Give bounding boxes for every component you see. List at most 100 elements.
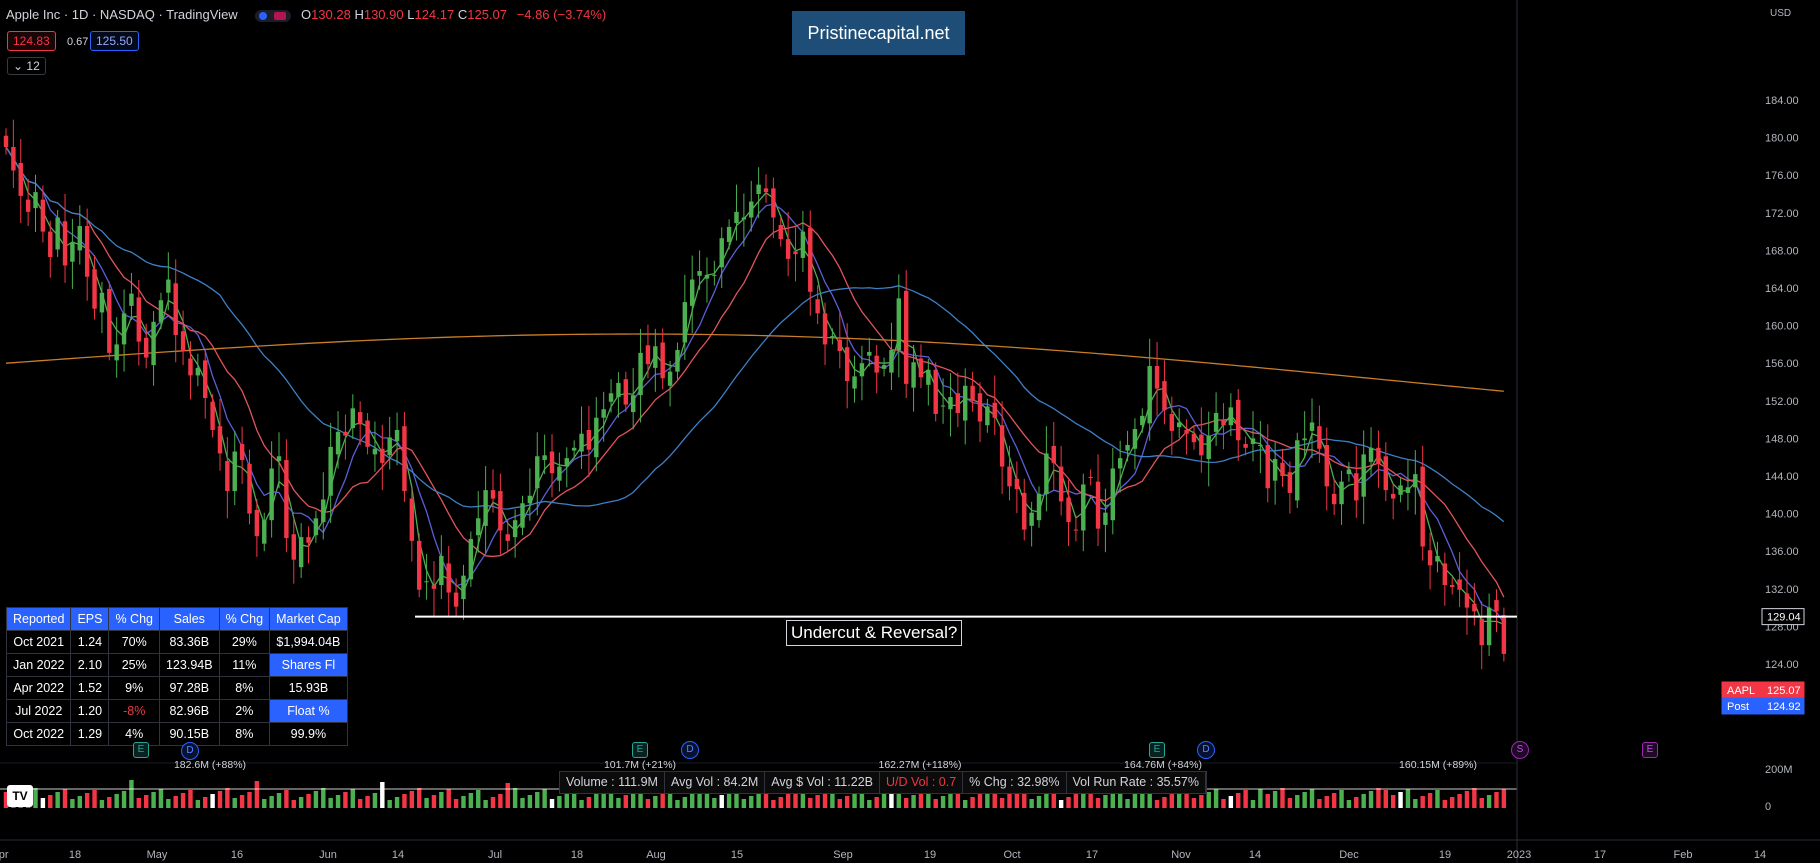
candle bbox=[1147, 338, 1152, 441]
candle-body bbox=[1265, 444, 1270, 489]
candle-body bbox=[210, 401, 215, 430]
volume-bar bbox=[1295, 795, 1300, 808]
open-value: 130.28 bbox=[311, 7, 351, 22]
earnings-icon[interactable]: E bbox=[133, 742, 149, 758]
volume-bar bbox=[180, 793, 186, 808]
candle-body bbox=[158, 300, 164, 322]
candle-body bbox=[1405, 487, 1411, 493]
volume-bar bbox=[1081, 791, 1086, 808]
volume-bar bbox=[298, 797, 304, 808]
symbol-title[interactable]: Apple Inc · 1D · NASDAQ · TradingView bbox=[6, 7, 238, 22]
candle bbox=[520, 495, 525, 536]
earnings-icon[interactable]: E bbox=[1642, 742, 1658, 758]
time-tick-label: Oct bbox=[1003, 849, 1020, 861]
candle bbox=[844, 323, 850, 409]
volume-bar bbox=[1066, 797, 1071, 808]
candle-body bbox=[121, 313, 127, 345]
volume-bar bbox=[394, 797, 400, 808]
mode-toggle-icon[interactable] bbox=[255, 9, 292, 23]
volume-bar bbox=[276, 793, 282, 808]
time-tick-label: 18 bbox=[571, 849, 583, 861]
candle-body bbox=[483, 490, 488, 526]
price-tags: 129.04 AAPL 125.07 Post 124.92 182.6M (+88%) 1… bbox=[174, 608, 1805, 771]
level-price-tag-text: 129.04 bbox=[1767, 612, 1801, 624]
ask-price-button[interactable]: 125.50 bbox=[90, 31, 139, 51]
volume-bar bbox=[623, 795, 629, 808]
candle bbox=[1287, 461, 1293, 514]
currency-label: USD bbox=[1770, 8, 1791, 19]
volume-bar bbox=[446, 789, 451, 808]
volume-bar bbox=[977, 794, 983, 808]
chart-annotation[interactable]: Undercut & Reversal? bbox=[786, 620, 963, 646]
candle-body bbox=[92, 269, 97, 309]
candle bbox=[114, 317, 119, 378]
volume-bar bbox=[476, 790, 481, 808]
candle-body bbox=[1280, 462, 1285, 476]
dividend-icon[interactable]: D bbox=[681, 741, 699, 759]
price-tick-label: 140.00 bbox=[1765, 509, 1799, 521]
volume-bar bbox=[682, 797, 688, 808]
post-price-tag-text: 124.92 bbox=[1767, 701, 1801, 713]
candle-body bbox=[992, 402, 997, 418]
candle-body bbox=[365, 420, 370, 447]
candle-body bbox=[321, 499, 326, 523]
candle-body bbox=[1390, 493, 1396, 499]
candle-body bbox=[1486, 607, 1492, 646]
volume-bar bbox=[284, 790, 289, 808]
volume-bar bbox=[630, 784, 636, 808]
change-value: −4.86 (−3.74%) bbox=[516, 7, 607, 22]
volume-bar bbox=[1354, 797, 1359, 808]
earnings-icon[interactable]: E bbox=[1149, 742, 1165, 758]
volume-bar bbox=[1258, 789, 1263, 808]
candle-body bbox=[372, 448, 378, 455]
dividend-icon[interactable]: D bbox=[181, 742, 199, 760]
candle bbox=[173, 259, 178, 363]
candle bbox=[815, 285, 820, 325]
volume-bar bbox=[1346, 800, 1352, 808]
volume-bar bbox=[1390, 795, 1396, 808]
volume-bar bbox=[1228, 796, 1234, 808]
column-header: Sales bbox=[158, 607, 220, 631]
earnings-icon[interactable]: E bbox=[632, 742, 648, 758]
time-tick-label: 19 bbox=[1439, 849, 1451, 861]
volume-bar bbox=[1464, 791, 1470, 808]
volume-bar bbox=[800, 788, 806, 808]
volume-bar bbox=[918, 792, 924, 808]
time-tick-label: 16 bbox=[231, 849, 243, 861]
price-axis-bg bbox=[1517, 0, 1820, 863]
volume-bar bbox=[844, 796, 850, 808]
dividend-icon[interactable]: D bbox=[1197, 741, 1215, 759]
indicators-toggle-button[interactable]: ⌄ 12 bbox=[7, 57, 46, 75]
candle bbox=[970, 371, 975, 412]
volume-bar bbox=[188, 790, 193, 808]
volume-bar bbox=[1317, 799, 1322, 808]
avg-vol-stat: Avg Vol : 84.2M bbox=[665, 772, 766, 793]
symbol-tag-text: AAPL bbox=[1727, 685, 1755, 697]
candle-body bbox=[1354, 473, 1359, 501]
price-tick-label: 184.00 bbox=[1765, 95, 1799, 107]
volume-bar bbox=[1250, 800, 1256, 808]
candle-body bbox=[948, 397, 953, 410]
candle bbox=[188, 341, 193, 400]
volume-bar bbox=[719, 795, 724, 808]
tradingview-logo-icon[interactable]: TV bbox=[7, 785, 33, 807]
bid-price-button[interactable]: 124.83 bbox=[7, 31, 56, 51]
last-price-tag: 125.07 bbox=[1761, 681, 1805, 699]
candle bbox=[881, 357, 887, 377]
candle bbox=[1309, 398, 1315, 459]
candle-body bbox=[195, 367, 201, 376]
candle bbox=[1354, 445, 1359, 518]
candle bbox=[719, 227, 724, 288]
candle bbox=[1317, 405, 1322, 463]
volume-bar bbox=[579, 800, 584, 808]
candle bbox=[896, 274, 902, 378]
candle bbox=[1088, 469, 1093, 486]
candle bbox=[262, 512, 267, 552]
volume-bar bbox=[1221, 799, 1226, 808]
candle-body bbox=[1442, 563, 1448, 586]
candle bbox=[121, 289, 127, 372]
split-icon[interactable]: S bbox=[1511, 741, 1529, 759]
volume-bar bbox=[926, 789, 931, 808]
candle-body bbox=[785, 239, 791, 259]
